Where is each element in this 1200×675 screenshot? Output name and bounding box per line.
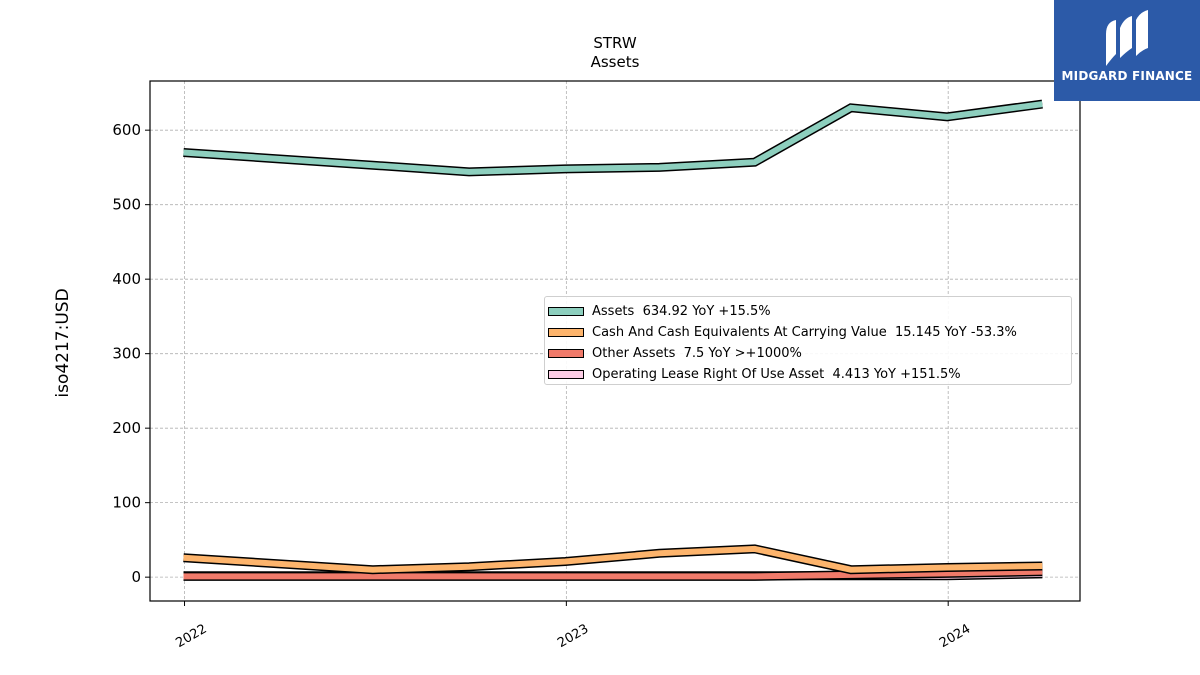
series-line-assets xyxy=(183,101,1043,175)
legend-item-cash: Cash And Cash Equivalents At Carrying Va… xyxy=(547,322,1071,343)
legend-swatch-operating-lease xyxy=(548,370,584,379)
legend-label-operating-lease: Operating Lease Right Of Use Asset 4.413… xyxy=(592,367,961,382)
legend-item-other-assets: Other Assets 7.5 YoY >+1000% xyxy=(547,343,1071,364)
y-tick-label: 600 xyxy=(112,121,141,139)
legend: Assets 634.92 YoY +15.5% Cash And Cash E… xyxy=(544,296,1072,385)
series-line-other-assets xyxy=(183,568,1043,580)
axes: 0 100 200 300 400 500 600 2022 2023 2024 xyxy=(112,80,1081,652)
chart-subtitle: Assets xyxy=(591,53,640,71)
series-line-cash-and-cash-equivalents-at-carrying-value xyxy=(183,545,1043,573)
y-tick-label: 200 xyxy=(112,419,141,437)
x-tick-label: 2024 xyxy=(937,622,973,652)
legend-label-other-assets: Other Assets 7.5 YoY >+1000% xyxy=(592,346,802,361)
legend-item-assets: Assets 634.92 YoY +15.5% xyxy=(547,301,1071,322)
legend-label-cash: Cash And Cash Equivalents At Carrying Va… xyxy=(592,325,1017,340)
legend-item-operating-lease: Operating Lease Right Of Use Asset 4.413… xyxy=(547,364,1071,385)
y-tick-label: 0 xyxy=(131,568,141,586)
y-tick-label: 400 xyxy=(112,270,141,288)
y-axis-label: iso4217:USD xyxy=(53,288,73,397)
y-tick-label: 500 xyxy=(112,196,141,214)
legend-swatch-cash xyxy=(548,328,584,337)
legend-swatch-other-assets xyxy=(548,349,584,358)
legend-swatch-assets xyxy=(548,307,584,316)
logo-mark-icon xyxy=(1106,10,1148,66)
y-tick-label: 100 xyxy=(112,494,141,512)
x-tick-label: 2023 xyxy=(555,622,591,652)
x-tick-label: 2022 xyxy=(173,622,209,652)
chart-title: STRW xyxy=(593,34,636,52)
y-tick-label: 300 xyxy=(112,345,141,363)
legend-label-assets: Assets 634.92 YoY +15.5% xyxy=(592,304,771,319)
logo-text: MIDGARD FINANCE xyxy=(1061,69,1193,83)
plot-frame xyxy=(149,80,1081,602)
series-layer xyxy=(183,99,1043,581)
midgard-finance-logo: MIDGARD FINANCE xyxy=(1054,0,1200,101)
